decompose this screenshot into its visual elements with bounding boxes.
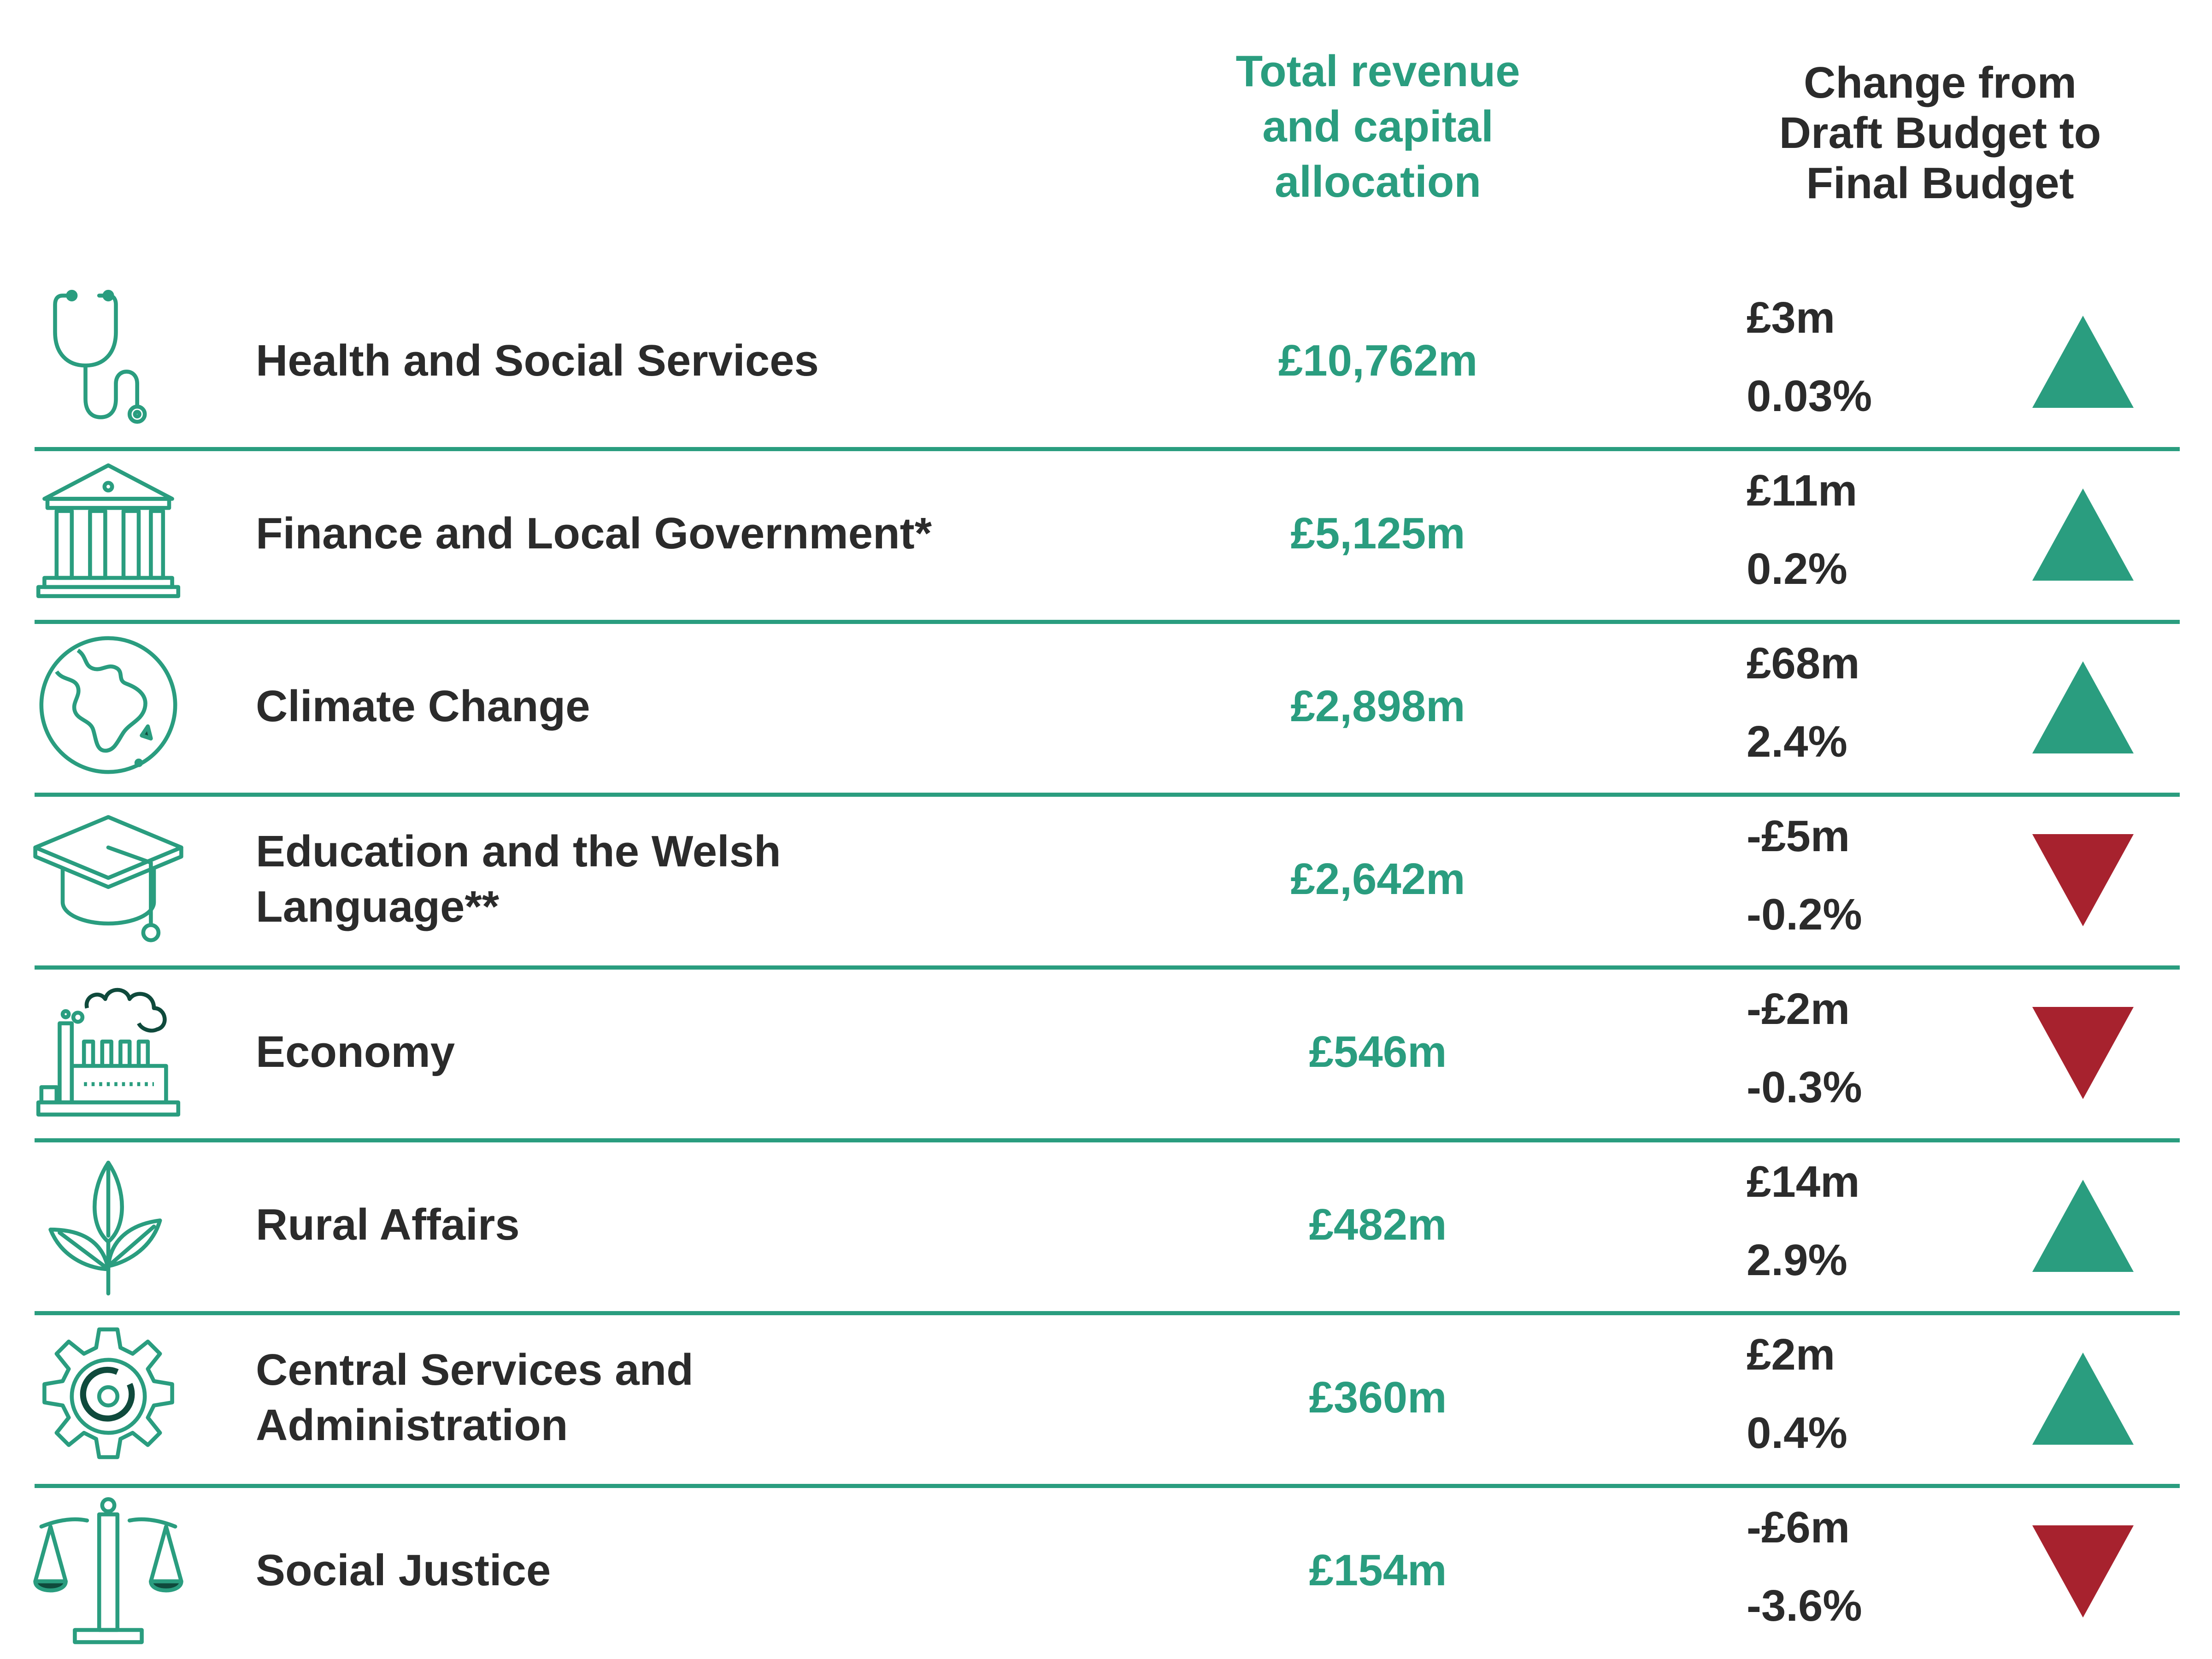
allocation-value: £546m <box>1309 1027 1447 1077</box>
increase-arrow-icon <box>2032 1180 2134 1272</box>
row-divider <box>35 965 2180 970</box>
department-name-line: Administration <box>256 1400 568 1450</box>
header-allocation-line: and capital <box>1262 102 1494 151</box>
decrease-arrow-icon <box>2032 834 2134 926</box>
change-percent: 0.2% <box>1747 544 1847 594</box>
department-name-line: Language** <box>256 882 500 931</box>
department-name: Economy <box>256 965 1131 1138</box>
change-amount: £68m <box>1747 639 1860 688</box>
allocation-value: £360m <box>1309 1372 1447 1422</box>
department-name-line: Education and the Welsh <box>256 826 781 876</box>
department-name: Health and Social Services <box>256 274 1131 447</box>
decrease-arrow-icon <box>2032 1007 2134 1099</box>
allocation-value: £2,898m <box>1290 681 1465 731</box>
department-name-line: Finance and Local Government* <box>256 508 932 558</box>
header-change-line: Change from <box>1803 58 2077 107</box>
change-percent: -0.3% <box>1747 1063 1862 1112</box>
table-row: Finance and Local Government* £5,125m £1… <box>0 447 2212 620</box>
department-name: Rural Affairs <box>256 1138 1131 1311</box>
change-amount: £14m <box>1747 1157 1860 1206</box>
row-divider <box>35 447 2180 451</box>
header-allocation-line: Total revenue <box>1235 47 1520 96</box>
department-name: Climate Change <box>256 620 1131 793</box>
allocation-value: £5,125m <box>1290 508 1465 558</box>
row-divider <box>35 1484 2180 1488</box>
department-name-line: Health and Social Services <box>256 335 819 385</box>
allocation-value: £154m <box>1309 1545 1447 1595</box>
department-name: Finance and Local Government* <box>256 447 1131 620</box>
leaves-icon <box>32 1147 184 1300</box>
department-name: Central Services and Administration <box>256 1311 1131 1484</box>
decrease-arrow-icon <box>2032 1525 2134 1618</box>
increase-arrow-icon <box>2032 316 2134 408</box>
department-name: Social Justice <box>256 1484 1131 1657</box>
table-row: Climate Change £2,898m £68m 2.4% <box>0 620 2212 793</box>
table-row: Economy £546m -£2m -0.3% <box>0 965 2212 1138</box>
department-name-line: Social Justice <box>256 1545 551 1595</box>
table-row: Health and Social Services £10,762m £3m … <box>0 274 2212 447</box>
table-row: Rural Affairs £482m £14m 2.9% <box>0 1138 2212 1311</box>
globe-icon <box>32 629 184 781</box>
change-amount: -£6m <box>1747 1503 1850 1552</box>
change-amount: £2m <box>1747 1330 1835 1379</box>
change-percent: 0.03% <box>1747 371 1872 421</box>
table-row: Education and the Welsh Language** £2,64… <box>0 793 2212 965</box>
gear-icon <box>32 1320 184 1472</box>
increase-arrow-icon <box>2032 661 2134 753</box>
row-divider <box>35 1311 2180 1315</box>
allocation-value: £2,642m <box>1290 854 1465 904</box>
department-name-line: Economy <box>256 1027 455 1077</box>
scales-icon <box>32 1493 184 1645</box>
table-row: Central Services and Administration £360… <box>0 1311 2212 1484</box>
row-divider <box>35 793 2180 797</box>
change-amount: -£5m <box>1747 812 1850 861</box>
allocation-value: £10,762m <box>1278 335 1478 385</box>
header-change: Change from Draft Budget to Final Budget <box>1700 58 2180 208</box>
change-percent: -0.2% <box>1747 890 1862 939</box>
department-name-line: Climate Change <box>256 681 590 731</box>
allocation-value: £482m <box>1309 1200 1447 1249</box>
department-name-line: Rural Affairs <box>256 1200 520 1249</box>
increase-arrow-icon <box>2032 1353 2134 1445</box>
department-name: Education and the Welsh Language** <box>256 793 1131 965</box>
change-percent: 0.4% <box>1747 1408 1847 1458</box>
change-amount: £11m <box>1747 466 1858 515</box>
increase-arrow-icon <box>2032 488 2134 581</box>
header-change-line: Final Budget <box>1806 159 2074 208</box>
budget-rows: Health and Social Services £10,762m £3m … <box>0 274 2212 1657</box>
graduation-cap-icon <box>32 802 184 954</box>
header-allocation-line: allocation <box>1274 157 1482 206</box>
department-name-line: Central Services and <box>256 1345 694 1394</box>
bank-building-icon <box>32 456 184 608</box>
change-amount: -£2m <box>1747 984 1850 1034</box>
row-divider <box>35 620 2180 624</box>
factory-icon <box>32 975 184 1127</box>
header-change-line: Draft Budget to <box>1779 108 2101 158</box>
row-divider <box>35 1138 2180 1142</box>
table-row: Social Justice £154m -£6m -3.6% <box>0 1484 2212 1657</box>
change-percent: -3.6% <box>1747 1581 1862 1630</box>
change-percent: 2.9% <box>1747 1235 1847 1285</box>
change-amount: £3m <box>1747 293 1835 342</box>
change-percent: 2.4% <box>1747 717 1847 766</box>
stethoscope-icon <box>32 283 184 435</box>
header-total-allocation: Total revenue and capital allocation <box>1157 44 1599 210</box>
